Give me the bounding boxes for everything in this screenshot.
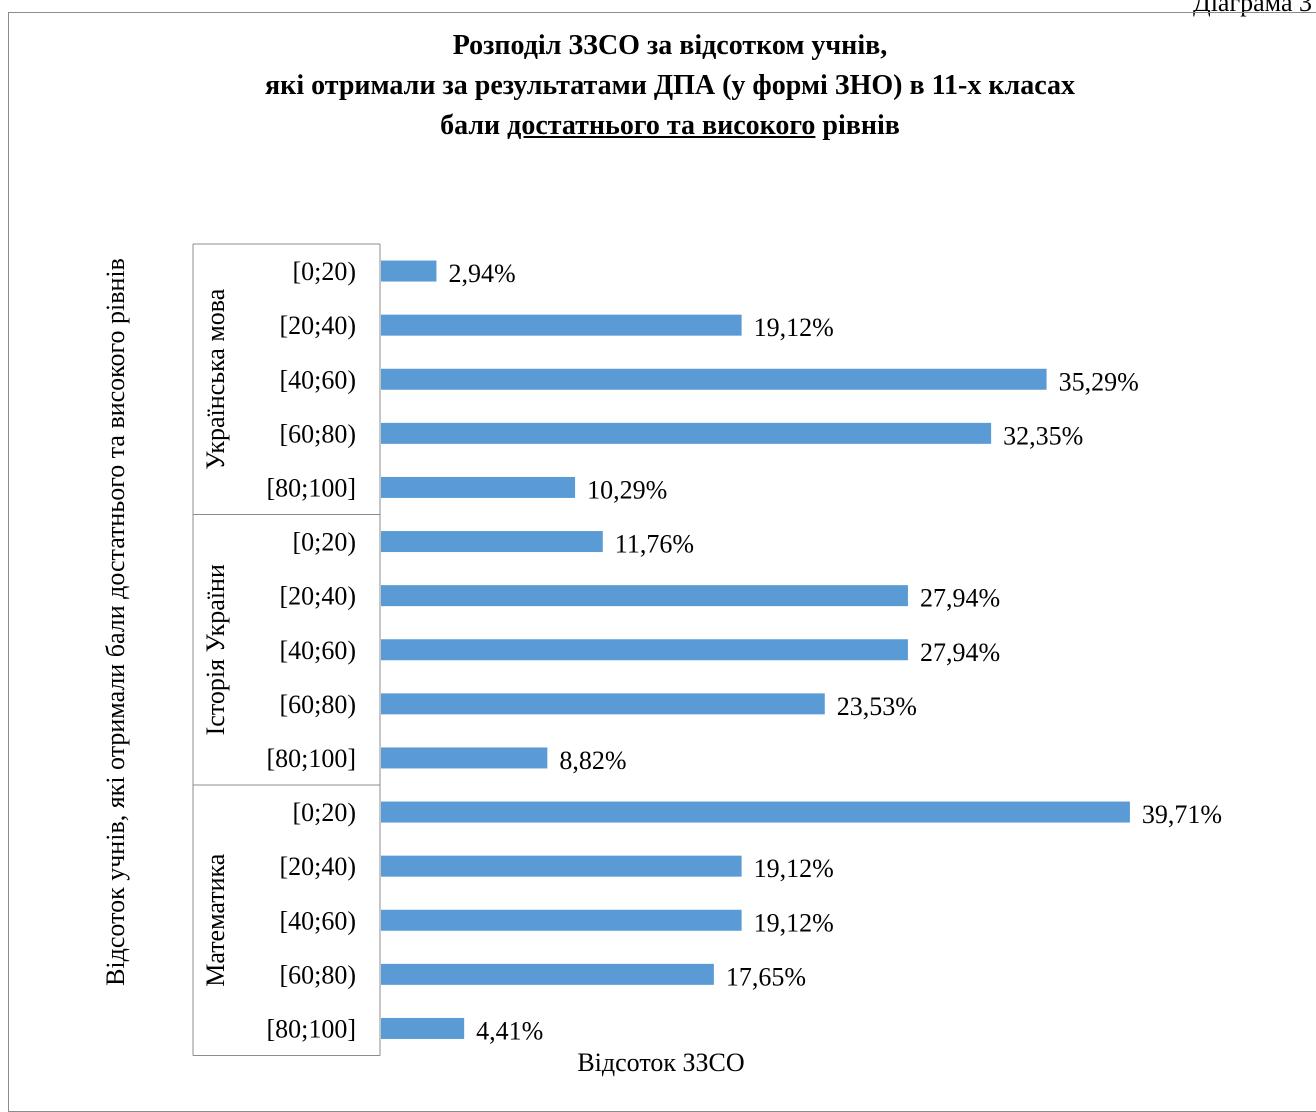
bar-value-label: 32,35% <box>1003 421 1083 450</box>
category-tick-label: [20;40) <box>279 852 356 881</box>
bar-value-label: 10,29% <box>587 475 667 504</box>
bar <box>381 531 603 553</box>
category-tick-label: [80;100] <box>266 473 356 502</box>
category-tick-label: [40;60) <box>279 636 356 665</box>
bar-value-label: 17,65% <box>726 962 806 991</box>
bar-value-label: 8,82% <box>559 746 626 775</box>
bar-value-label: 35,29% <box>1059 367 1139 396</box>
bar <box>381 855 742 877</box>
category-tick-label: [60;80) <box>279 419 356 448</box>
bar <box>381 693 825 715</box>
bar-value-label: 23,53% <box>837 692 917 721</box>
chart-title: Розподіл ЗЗСО за відсотком учнів, які от… <box>40 26 1300 146</box>
bar <box>381 368 1047 390</box>
bar-value-label: 19,12% <box>754 313 834 342</box>
group-label: Українська мова <box>201 288 230 469</box>
bar <box>381 476 576 498</box>
category-tick-label: [80;100] <box>266 744 356 773</box>
chart-title-line-1: Розподіл ЗЗСО за відсотком учнів, <box>452 30 888 61</box>
bar <box>381 314 742 336</box>
bar <box>381 260 437 282</box>
bar-value-label: 27,94% <box>920 584 1000 613</box>
bar <box>381 747 548 769</box>
category-tick-label: [40;60) <box>279 906 356 935</box>
bar-value-label: 4,41% <box>476 1016 543 1045</box>
y-axis-title: Відсоток учнів, які отримали бали достат… <box>101 258 130 986</box>
bar <box>381 801 1130 823</box>
chart-title-underlined: достатнього та високого <box>507 110 816 141</box>
bar <box>381 1017 465 1039</box>
category-tick-label: [40;60) <box>279 365 356 394</box>
category-tick-label: [60;80) <box>279 690 356 719</box>
bar-value-label: 39,71% <box>1142 800 1222 829</box>
bar-value-label: 2,94% <box>448 259 515 288</box>
bar <box>381 909 742 931</box>
chart-title-line-3: бали достатнього та високого рівнів <box>40 106 1300 146</box>
bar-value-label: 19,12% <box>754 908 834 937</box>
category-tick-label: [0;20) <box>292 257 356 286</box>
category-tick-label: [20;40) <box>279 582 356 611</box>
bar-value-label: 27,94% <box>920 638 1000 667</box>
category-tick-label: [0;20) <box>292 798 356 827</box>
category-tick-label: [80;100] <box>266 1014 356 1043</box>
bar <box>381 585 908 607</box>
chart-title-line-3-start: бали <box>440 110 508 141</box>
category-tick-label: [20;40) <box>279 311 356 340</box>
bar <box>381 422 992 444</box>
category-tick-label: [0;20) <box>292 528 356 557</box>
bar <box>381 639 908 661</box>
x-axis-title: Відсоток ЗЗСО <box>577 1048 744 1077</box>
category-tick-label: [60;80) <box>279 960 356 989</box>
chart-title-line-3-end: рівнів <box>815 110 900 141</box>
bar-value-label: 19,12% <box>754 854 834 883</box>
bar <box>381 963 714 985</box>
group-label: Історія України <box>201 564 230 735</box>
group-label: Математика <box>201 853 230 987</box>
chart-title-line-2: які отримали за результатами ДПА (у форм… <box>265 70 1075 101</box>
bar-value-label: 11,76% <box>615 530 694 559</box>
